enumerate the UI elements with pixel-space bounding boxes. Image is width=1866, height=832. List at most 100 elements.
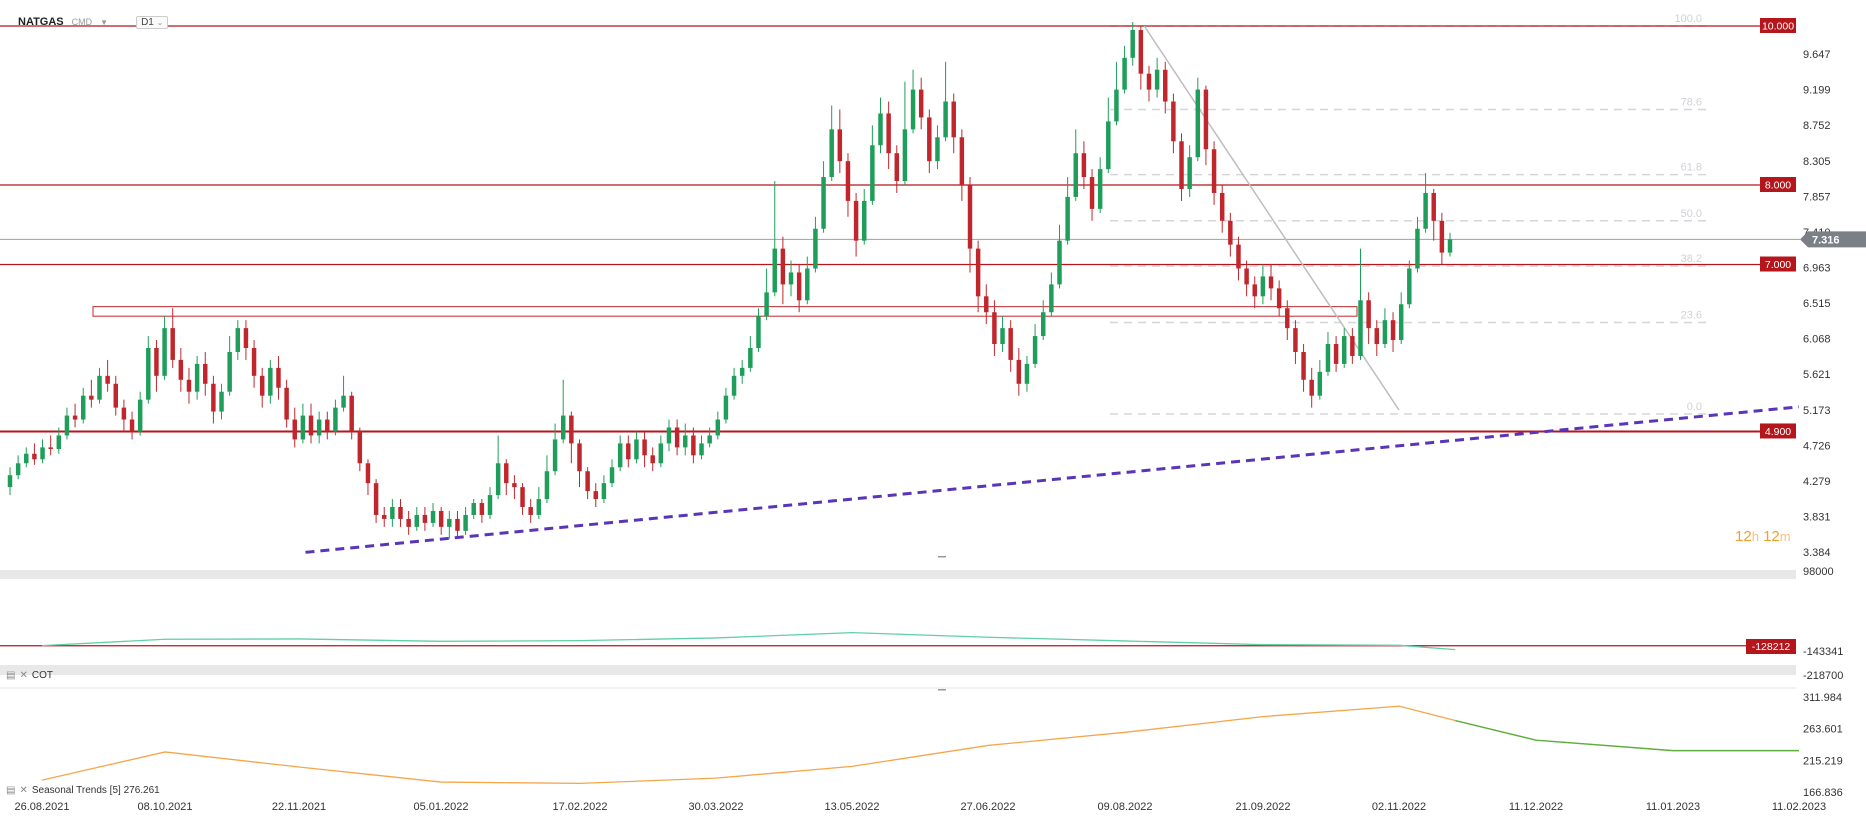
price-panel[interactable]: 100.0 78.6 61.8 50.0 38.2 23.6 0.0 9.647 9.199 8… (0, 13, 1866, 559)
candle (1073, 129, 1078, 201)
panel-separator[interactable] (0, 665, 1796, 675)
candle-body (902, 129, 908, 182)
fibonacci-labels: 100.0 78.6 61.8 50.0 38.2 23.6 0.0 (1674, 13, 1702, 413)
level-badge (1760, 177, 1796, 193)
countdown-hours: 12 (1735, 528, 1752, 545)
settings-icon[interactable]: ▤ (6, 785, 16, 796)
price-tick-label: 9.199 (1803, 85, 1831, 97)
seasonal-legend: Seasonal Trends [5] 276.261 (31, 785, 160, 796)
candle (1146, 65, 1152, 102)
candle (1040, 300, 1046, 341)
candle (577, 439, 582, 488)
downtrend-line[interactable] (1143, 25, 1400, 411)
candle (211, 375, 216, 424)
candle-body (357, 431, 363, 464)
price-tick-label: 6.515 (1803, 298, 1831, 310)
candle (870, 125, 875, 205)
candle-body (455, 518, 460, 531)
cot-panel[interactable]: 98000 -143341 -218700 -128212 (0, 566, 1843, 682)
seasonal-panel[interactable]: 311.984 263.601 215.219 166.836 (41, 692, 1843, 799)
chevron-down-icon[interactable]: ▼ (100, 17, 109, 27)
candle (593, 483, 598, 508)
cot-title: COT (31, 670, 53, 681)
candle (918, 77, 924, 130)
candle-body (1236, 244, 1241, 269)
candle-body (137, 399, 143, 432)
candle (1187, 145, 1192, 197)
panel-separator[interactable] (0, 570, 1796, 579)
candle-body (1089, 177, 1095, 209)
candle (967, 177, 973, 273)
seasonal-past-series (41, 705, 1456, 785)
candle (1049, 272, 1054, 317)
fib-level-label: 100.0 (1674, 13, 1702, 25)
date-axis[interactable]: 26.08.2021 08.10.2021 22.11.2021 05.01.2022… (14, 801, 1826, 813)
settings-icon[interactable]: ▤ (6, 670, 16, 681)
countdown-hours-unit: h (1751, 529, 1759, 544)
candle-body (1374, 328, 1380, 345)
candle-body (1293, 328, 1298, 352)
date-tick-label: 11.02.2023 (1772, 801, 1826, 813)
candle-body (495, 463, 501, 496)
candle (1293, 320, 1298, 364)
candle-body (1049, 284, 1054, 313)
candle (186, 367, 192, 404)
horizontal-levels[interactable] (0, 25, 1760, 433)
candle-body (1114, 89, 1119, 122)
candle (1032, 324, 1038, 368)
price-axis[interactable]: 9.6479.1998.7528.3057.8577.4106.9636.515… (1803, 49, 1831, 559)
candle (1415, 216, 1420, 273)
candle-body (1106, 121, 1111, 170)
symbol-name[interactable]: NATGAS (18, 16, 64, 28)
fib-level-label: 50.0 (1681, 208, 1702, 220)
candle (683, 423, 688, 456)
candle (666, 419, 672, 452)
candle (7, 467, 13, 496)
resize-handle-icon[interactable] (938, 556, 946, 558)
candle-body (325, 419, 330, 432)
price-tick-label: 3.384 (1803, 547, 1831, 559)
level-badge (1760, 423, 1796, 439)
candle-body (935, 137, 940, 162)
candle-body (56, 435, 62, 449)
candle (243, 320, 249, 360)
close-icon[interactable]: ✕ (19, 670, 28, 681)
candle (935, 125, 940, 170)
candle-body (15, 463, 21, 476)
candle (40, 439, 45, 464)
candle-body (796, 272, 802, 301)
candle-body (64, 415, 70, 436)
candle-body (609, 467, 615, 484)
candle (1211, 141, 1217, 205)
candle (764, 268, 769, 321)
candle-body (780, 248, 786, 285)
timeframe-select[interactable]: D1 ⌄ (136, 15, 169, 29)
candle (292, 407, 297, 448)
candle (219, 383, 224, 420)
candle (447, 510, 452, 539)
candle-body (438, 510, 444, 527)
candle-body (552, 439, 558, 472)
candle-body (382, 514, 387, 519)
candle (878, 97, 883, 154)
candle (951, 93, 956, 154)
candle (406, 510, 411, 535)
candle (805, 256, 810, 305)
candle-body (617, 443, 623, 468)
close-icon[interactable]: ✕ (19, 785, 28, 796)
candle (333, 399, 338, 436)
candle (259, 367, 265, 408)
candle-body (162, 328, 167, 376)
candle (1325, 332, 1331, 376)
candle (154, 340, 159, 392)
candle-body (805, 268, 810, 301)
cot-series (41, 631, 1456, 651)
resize-handle-icon[interactable] (938, 689, 946, 691)
candle-body (520, 487, 525, 508)
candle-body (1228, 220, 1233, 245)
uptrend-line[interactable] (305, 405, 1800, 554)
candle-body (268, 367, 273, 396)
resistance-zone (92, 306, 1358, 317)
candle (1236, 236, 1241, 281)
candle-body (479, 503, 485, 515)
